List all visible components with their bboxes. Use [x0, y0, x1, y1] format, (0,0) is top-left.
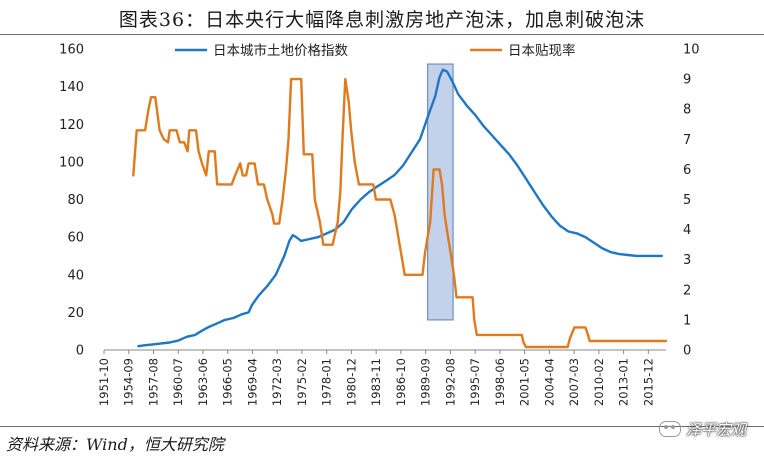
y-left-tick-label: 120	[59, 118, 84, 133]
source-note: 资料来源：Wind，恒大研究院	[6, 435, 224, 454]
x-tick-label: 1960-07	[171, 358, 185, 406]
y-right-tick-label: 10	[683, 43, 700, 58]
x-tick-label: 1998-06	[493, 358, 507, 406]
y-left-tick-label: 140	[59, 80, 84, 95]
watermark: 泽平宏观	[658, 418, 746, 440]
x-tick-label: 2007-03	[567, 358, 581, 406]
y-right-tick-label: 0	[683, 344, 691, 359]
x-tick-label: 1957-08	[146, 358, 160, 406]
y-left-tick-label: 100	[59, 155, 84, 170]
y-right-tick-label: 6	[683, 163, 691, 178]
x-tick-label: 1963-06	[196, 358, 210, 406]
discount-rate-line	[132, 77, 668, 349]
divider	[0, 426, 764, 427]
x-tick-label: 1980-12	[344, 358, 358, 406]
x-tick-label: 1969-04	[245, 358, 259, 406]
y-right-tick-label: 2	[683, 283, 691, 298]
y-right-tick-label: 1	[683, 313, 691, 328]
x-tick-label: 2010-02	[592, 358, 606, 406]
y-right-tick-label: 3	[683, 253, 691, 268]
x-tick-label: 2015-12	[641, 358, 655, 406]
wechat-icon	[658, 421, 681, 437]
y-left-tick-label: 160	[59, 43, 84, 58]
line-chart: 0 20 40 60 80 100 120 140 160 0 1 2 3 4 5 6 7 8 9 10 1951-10…	[59, 42, 700, 406]
x-tick-label: 1995-07	[468, 358, 482, 406]
chart-title: 图表36：日本央行大幅降息刺激房地产泡沫，加息刺破泡沫	[118, 9, 646, 31]
x-tick-label: 2004-04	[542, 358, 556, 406]
y-left-tick-label: 80	[67, 193, 84, 208]
x-tick-label: 1978-01	[320, 358, 334, 406]
y-right-tick-label: 7	[683, 133, 691, 148]
x-tick-label: 2013-01	[617, 358, 631, 406]
y-right-tick-label: 8	[683, 103, 691, 118]
y-left-tick-label: 20	[67, 306, 84, 321]
x-tick-label: 1951-10	[97, 358, 111, 406]
x-tick-label: 1972-03	[270, 358, 284, 406]
legend-label-land-price: 日本城市土地价格指数	[213, 42, 348, 59]
x-tick-label: 1992-08	[443, 358, 457, 406]
x-tick-label: 1975-02	[295, 358, 309, 406]
y-right-tick-label: 9	[683, 73, 691, 88]
x-tick-label: 1983-11	[369, 358, 383, 406]
x-tick-label: 2001-05	[518, 358, 532, 406]
x-tick-label: 1986-10	[394, 358, 408, 406]
x-tick-label: 1989-09	[419, 358, 433, 406]
y-left-tick-label: 40	[67, 268, 84, 283]
x-tick-label: 1954-09	[122, 358, 136, 406]
y-left-tick-label: 0	[76, 344, 84, 359]
land-price-index-line	[137, 68, 663, 348]
legend-label-discount-rate: 日本贴现率	[508, 42, 576, 59]
x-tick-label: 1966-05	[221, 358, 235, 406]
y-left-tick-label: 60	[67, 231, 84, 246]
watermark-text: 泽平宏观	[685, 420, 746, 439]
y-right-tick-label: 4	[683, 223, 691, 238]
y-right-tick-label: 5	[683, 193, 691, 208]
title-bar: 图表36：日本央行大幅降息刺激房地产泡沫，加息刺破泡沫	[0, 0, 764, 35]
